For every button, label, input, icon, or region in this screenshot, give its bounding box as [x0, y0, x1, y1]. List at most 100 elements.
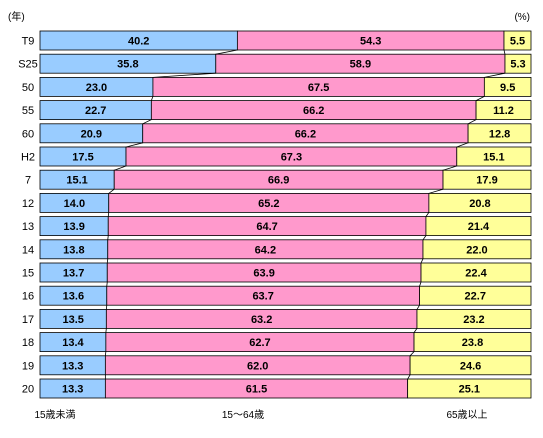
- series-line-2-row10: [419, 281, 422, 287]
- bar-14-s2: [422, 239, 532, 260]
- value-label-17-s2: 23.2: [463, 314, 484, 326]
- legend-item-under15: 15歳未満: [34, 409, 75, 421]
- value-label-7-s0: 15.1: [66, 175, 87, 187]
- value-label-18-s1: 62.7: [249, 337, 270, 349]
- bar-16-s2: [419, 285, 532, 306]
- value-label-t9-s0: 40.2: [128, 36, 149, 48]
- value-label-20-s0: 13.3: [62, 384, 83, 396]
- value-label-s25-s2: 5.3: [510, 59, 525, 71]
- bar-55-s2: [475, 100, 532, 120]
- category-label-20: 20: [22, 384, 34, 396]
- series-line-2-row12: [413, 328, 418, 333]
- bar-18-s2: [413, 332, 532, 353]
- category-label-18: 18: [22, 337, 34, 349]
- series-line-2-row5: [442, 165, 457, 171]
- bar-19-s2: [409, 355, 532, 376]
- category-label-12: 12: [22, 198, 34, 210]
- value-label-50-s0: 23.0: [86, 82, 107, 94]
- value-label-15-s2: 22.4: [465, 268, 487, 280]
- value-label-s25-s0: 35.8: [117, 59, 138, 71]
- series-line-1-row4: [125, 142, 143, 148]
- value-label-19-s2: 24.6: [460, 360, 481, 372]
- series-line-2-row7: [425, 212, 430, 217]
- series-line-1-row6: [108, 188, 115, 194]
- category-label-13: 13: [22, 221, 34, 233]
- series-line-1-row1: [152, 72, 216, 78]
- value-label-13-s0: 13.9: [63, 221, 84, 233]
- bar-60-s2: [467, 123, 532, 144]
- value-label-60-s2: 12.8: [489, 128, 510, 140]
- value-label-t9-s2: 5.5: [510, 36, 525, 48]
- bars-layer: [39, 30, 532, 399]
- value-label-60-s0: 20.9: [81, 128, 102, 140]
- series-line-2-row11: [416, 304, 420, 310]
- value-label-19-s0: 13.3: [62, 360, 83, 372]
- series-line-2-row1: [484, 72, 506, 78]
- category-label-t9: T9: [22, 36, 35, 48]
- series-line-1-row2: [150, 96, 154, 101]
- category-label-55: 55: [22, 105, 34, 117]
- value-label-7-s2: 17.9: [476, 175, 497, 187]
- value-label-15-s1: 63.9: [253, 268, 274, 280]
- value-label-50-s2: 9.5: [500, 82, 515, 94]
- category-label-19: 19: [22, 360, 34, 372]
- value-label-18-s0: 13.4: [62, 337, 84, 349]
- value-label-14-s0: 13.8: [63, 244, 84, 256]
- value-label-50-s1: 67.5: [308, 82, 329, 94]
- value-label-14-s1: 64.2: [255, 244, 276, 256]
- series-line-2-row2: [475, 96, 485, 101]
- series-line-2-row3: [467, 119, 477, 125]
- bar-t9-s2: [503, 30, 532, 51]
- value-label-h2-s2: 15.1: [483, 152, 504, 164]
- value-label-55-s1: 66.2: [303, 105, 324, 117]
- value-label-h2-s0: 17.5: [72, 152, 93, 164]
- value-label-12-s0: 14.0: [64, 198, 85, 210]
- value-label-h2-s1: 67.3: [281, 152, 302, 164]
- value-label-16-s1: 63.7: [252, 291, 273, 303]
- value-label-19-s1: 62.0: [247, 360, 268, 372]
- legend: 15歳未満 15～64歳 65歳以上: [34, 409, 487, 421]
- value-label-17-s1: 63.2: [251, 314, 272, 326]
- value-label-7-s1: 66.9: [268, 175, 289, 187]
- value-label-20-s1: 61.5: [246, 384, 267, 396]
- value-label-13-s1: 64.7: [256, 221, 277, 233]
- value-label-12-s2: 20.8: [469, 198, 490, 210]
- series-line-2-row13: [409, 351, 415, 357]
- series-line-2-row9: [420, 258, 424, 264]
- value-label-60-s1: 66.2: [295, 128, 316, 140]
- value-label-20-s2: 25.1: [459, 384, 480, 396]
- legend-item-65plus: 65歳以上: [446, 409, 487, 421]
- value-label-55-s0: 22.7: [85, 105, 106, 117]
- category-label-14: 14: [22, 244, 34, 256]
- series-line-2-row0: [503, 49, 506, 55]
- bar-13-s2: [425, 216, 532, 237]
- category-axis-label: (年): [8, 10, 25, 23]
- value-label-55-s2: 11.2: [493, 105, 514, 117]
- category-label-s25: S25: [18, 59, 38, 71]
- bar-7-s2: [442, 169, 532, 190]
- unit-label: (%): [514, 12, 530, 23]
- category-label-7: 7: [25, 175, 31, 187]
- category-labels-layer: T9 S25 50 55 60 H2 7 12 13 14 15 16 17 18 19 20: [18, 36, 38, 396]
- series-line-1-row3: [142, 119, 152, 125]
- series-line-2-row14: [407, 374, 411, 380]
- bar-s25-s2: [504, 53, 532, 74]
- bar-20-s2: [407, 378, 532, 399]
- series-line-2-row8: [422, 235, 427, 241]
- value-label-14-s2: 22.0: [466, 244, 487, 256]
- bar-15-s2: [420, 262, 532, 283]
- series-lines-layer: [104, 49, 506, 380]
- value-label-15-s0: 13.7: [63, 268, 84, 280]
- value-label-s25-s1: 58.9: [350, 59, 371, 71]
- value-label-16-s2: 22.7: [465, 291, 486, 303]
- legend-item-15to64: 15～64歳: [222, 409, 264, 421]
- bar-50-s2: [483, 77, 532, 97]
- value-label-16-s0: 13.6: [63, 291, 84, 303]
- category-label-60: 60: [22, 128, 34, 140]
- value-label-13-s2: 21.4: [468, 221, 490, 233]
- value-label-t9-s1: 54.3: [360, 36, 381, 48]
- category-label-15: 15: [22, 268, 34, 280]
- value-label-12-s1: 65.2: [258, 198, 279, 210]
- category-label-h2: H2: [21, 152, 35, 164]
